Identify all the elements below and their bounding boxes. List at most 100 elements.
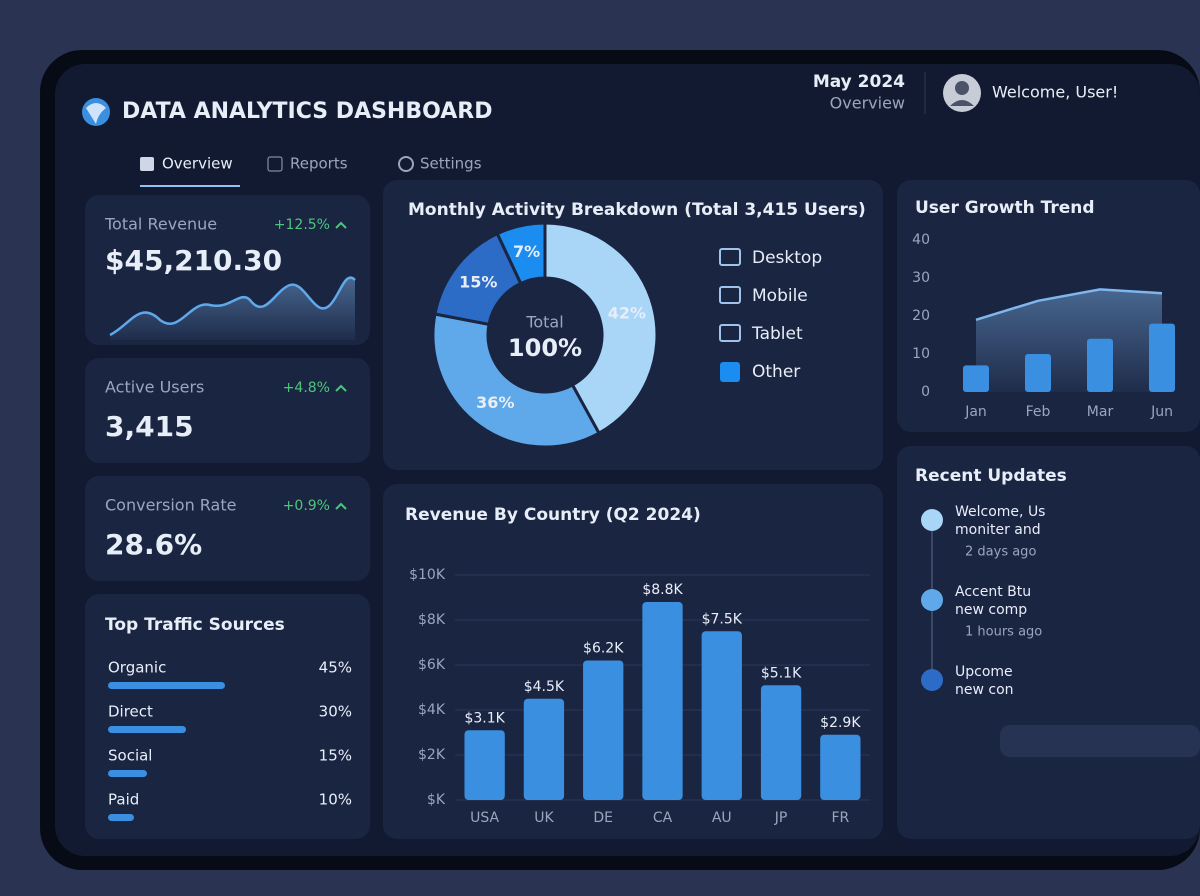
value-label: 45%: [319, 659, 352, 677]
x-tick-label: Jun: [1150, 404, 1173, 420]
update-time: 2 days ago: [965, 545, 1036, 560]
nav-item[interactable]: Reports: [290, 155, 348, 173]
donut-slice: [431, 312, 601, 449]
bar: [642, 602, 683, 800]
nav-item[interactable]: Settings: [420, 155, 482, 173]
update-text: Accent Btu: [955, 584, 1031, 600]
bar: [760, 685, 802, 800]
slice-label: 36%: [476, 393, 514, 412]
kpi-change: +12.5%: [274, 217, 330, 233]
x-tick-label: Feb: [1026, 404, 1051, 420]
y-tick-label: $8K: [418, 612, 446, 628]
y-tick-label: 0: [921, 384, 930, 400]
bar: [963, 365, 989, 392]
chart-title: User Growth Trend: [915, 198, 1095, 218]
legend-label: Mobile: [752, 286, 808, 306]
x-tick-label: Jan: [964, 404, 987, 420]
legend-swatch: [720, 362, 740, 382]
legend-icon: [719, 286, 741, 304]
legend-label: Desktop: [752, 248, 822, 268]
nav-icon: [140, 157, 154, 171]
value-label: 10%: [319, 791, 352, 809]
timeline-dot: [921, 509, 943, 531]
x-tick-label: FR: [831, 810, 849, 826]
value-label: $2.9K: [820, 715, 861, 731]
kpi-card: [85, 358, 370, 463]
kpi-value: $45,210.30: [105, 244, 282, 277]
update-text: moniter and: [955, 522, 1041, 538]
up-caret: [335, 221, 347, 229]
up-caret: [335, 502, 347, 510]
x-tick-label: JP: [774, 810, 788, 826]
bar: [583, 660, 624, 800]
x-tick-label: DE: [593, 810, 613, 826]
x-tick-label: UK: [534, 810, 554, 826]
trend-line: [975, 288, 1163, 321]
category-label: Social: [108, 747, 152, 765]
legend-label: Tablet: [751, 324, 803, 344]
value-label: 15%: [319, 747, 352, 765]
kpi-label: Conversion Rate: [105, 496, 236, 515]
bar: [108, 726, 186, 733]
bar: [464, 730, 505, 800]
line-area: [976, 289, 1162, 392]
x-tick-label: AU: [712, 810, 732, 826]
category-label: Direct: [108, 703, 153, 721]
nav-icon: [398, 156, 414, 172]
y-tick-label: $K: [427, 792, 446, 808]
bar: [1149, 323, 1175, 392]
sparkline: [109, 276, 356, 337]
bar: [523, 698, 565, 800]
up-caret: [335, 384, 347, 392]
slice-label: 42%: [608, 303, 646, 322]
bar: [108, 682, 225, 689]
y-tick-label: 20: [912, 308, 930, 324]
kpi-change: +0.9%: [283, 498, 330, 514]
date-sub: Overview: [830, 94, 905, 113]
value-label: $7.5K: [702, 611, 743, 627]
nav-icon: [267, 156, 283, 172]
button[interactable]: [1000, 725, 1200, 757]
bar: [108, 770, 147, 777]
kpi-value: 28.6%: [105, 528, 202, 561]
bar: [1087, 338, 1113, 392]
avatar-head: [955, 81, 969, 95]
value-label: $5.1K: [761, 665, 802, 681]
timeline-dot: [921, 669, 943, 691]
y-tick-label: $4K: [418, 702, 446, 718]
update-text: Welcome, Us: [955, 504, 1045, 520]
date: May 2024: [813, 72, 905, 92]
revenue-card: [383, 484, 883, 839]
nav-item[interactable]: Overview: [162, 155, 233, 173]
slice-label: 15%: [459, 273, 497, 292]
traffic-card: [85, 594, 370, 839]
timeline-dot: [921, 589, 943, 611]
x-tick-label: USA: [470, 810, 499, 826]
bar: [701, 631, 742, 800]
value-label: 30%: [319, 703, 352, 721]
donut-center-value: 100%: [508, 334, 582, 362]
update-text: new con: [955, 682, 1014, 698]
chart-title: Top Traffic Sources: [105, 615, 285, 635]
update-time: 1 hours ago: [965, 625, 1042, 640]
growth-chart: User Growth Trend 0 10 20 30 40 Jan Feb Mar Jun: [912, 198, 1175, 420]
welcome: Welcome, User!: [992, 83, 1118, 102]
legend-label: Other: [752, 362, 800, 382]
value-label: $8.8K: [642, 582, 683, 598]
y-tick-label: 40: [912, 232, 930, 248]
avatar-body: [950, 100, 974, 106]
app-title: DATA ANALYTICS DASHBOARD: [122, 99, 492, 124]
y-tick-label: $6K: [418, 657, 446, 673]
kpi-value: 3,415: [105, 410, 194, 443]
chart-title: Revenue By Country (Q2 2024): [405, 505, 701, 525]
bar: [820, 734, 861, 800]
updates-title: Recent Updates: [915, 466, 1067, 486]
legend-icon: [719, 324, 741, 342]
donut-slice: [495, 221, 547, 286]
slice-label: 7%: [513, 242, 540, 261]
kpi-card: [85, 476, 370, 581]
value-label: $6.2K: [583, 641, 624, 657]
logo-mark: [86, 103, 106, 124]
